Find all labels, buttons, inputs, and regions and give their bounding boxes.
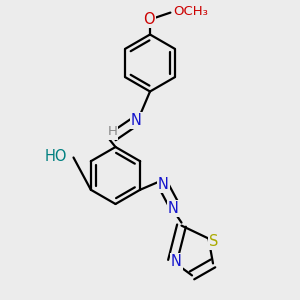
Text: O: O: [143, 12, 155, 27]
Text: N: N: [158, 177, 169, 192]
Text: N: N: [171, 254, 182, 269]
Text: OCH₃: OCH₃: [173, 5, 208, 18]
Text: N: N: [168, 201, 179, 216]
Text: S: S: [209, 234, 218, 249]
Text: N: N: [131, 113, 142, 128]
Text: H: H: [108, 125, 117, 139]
Text: HO: HO: [44, 149, 67, 164]
